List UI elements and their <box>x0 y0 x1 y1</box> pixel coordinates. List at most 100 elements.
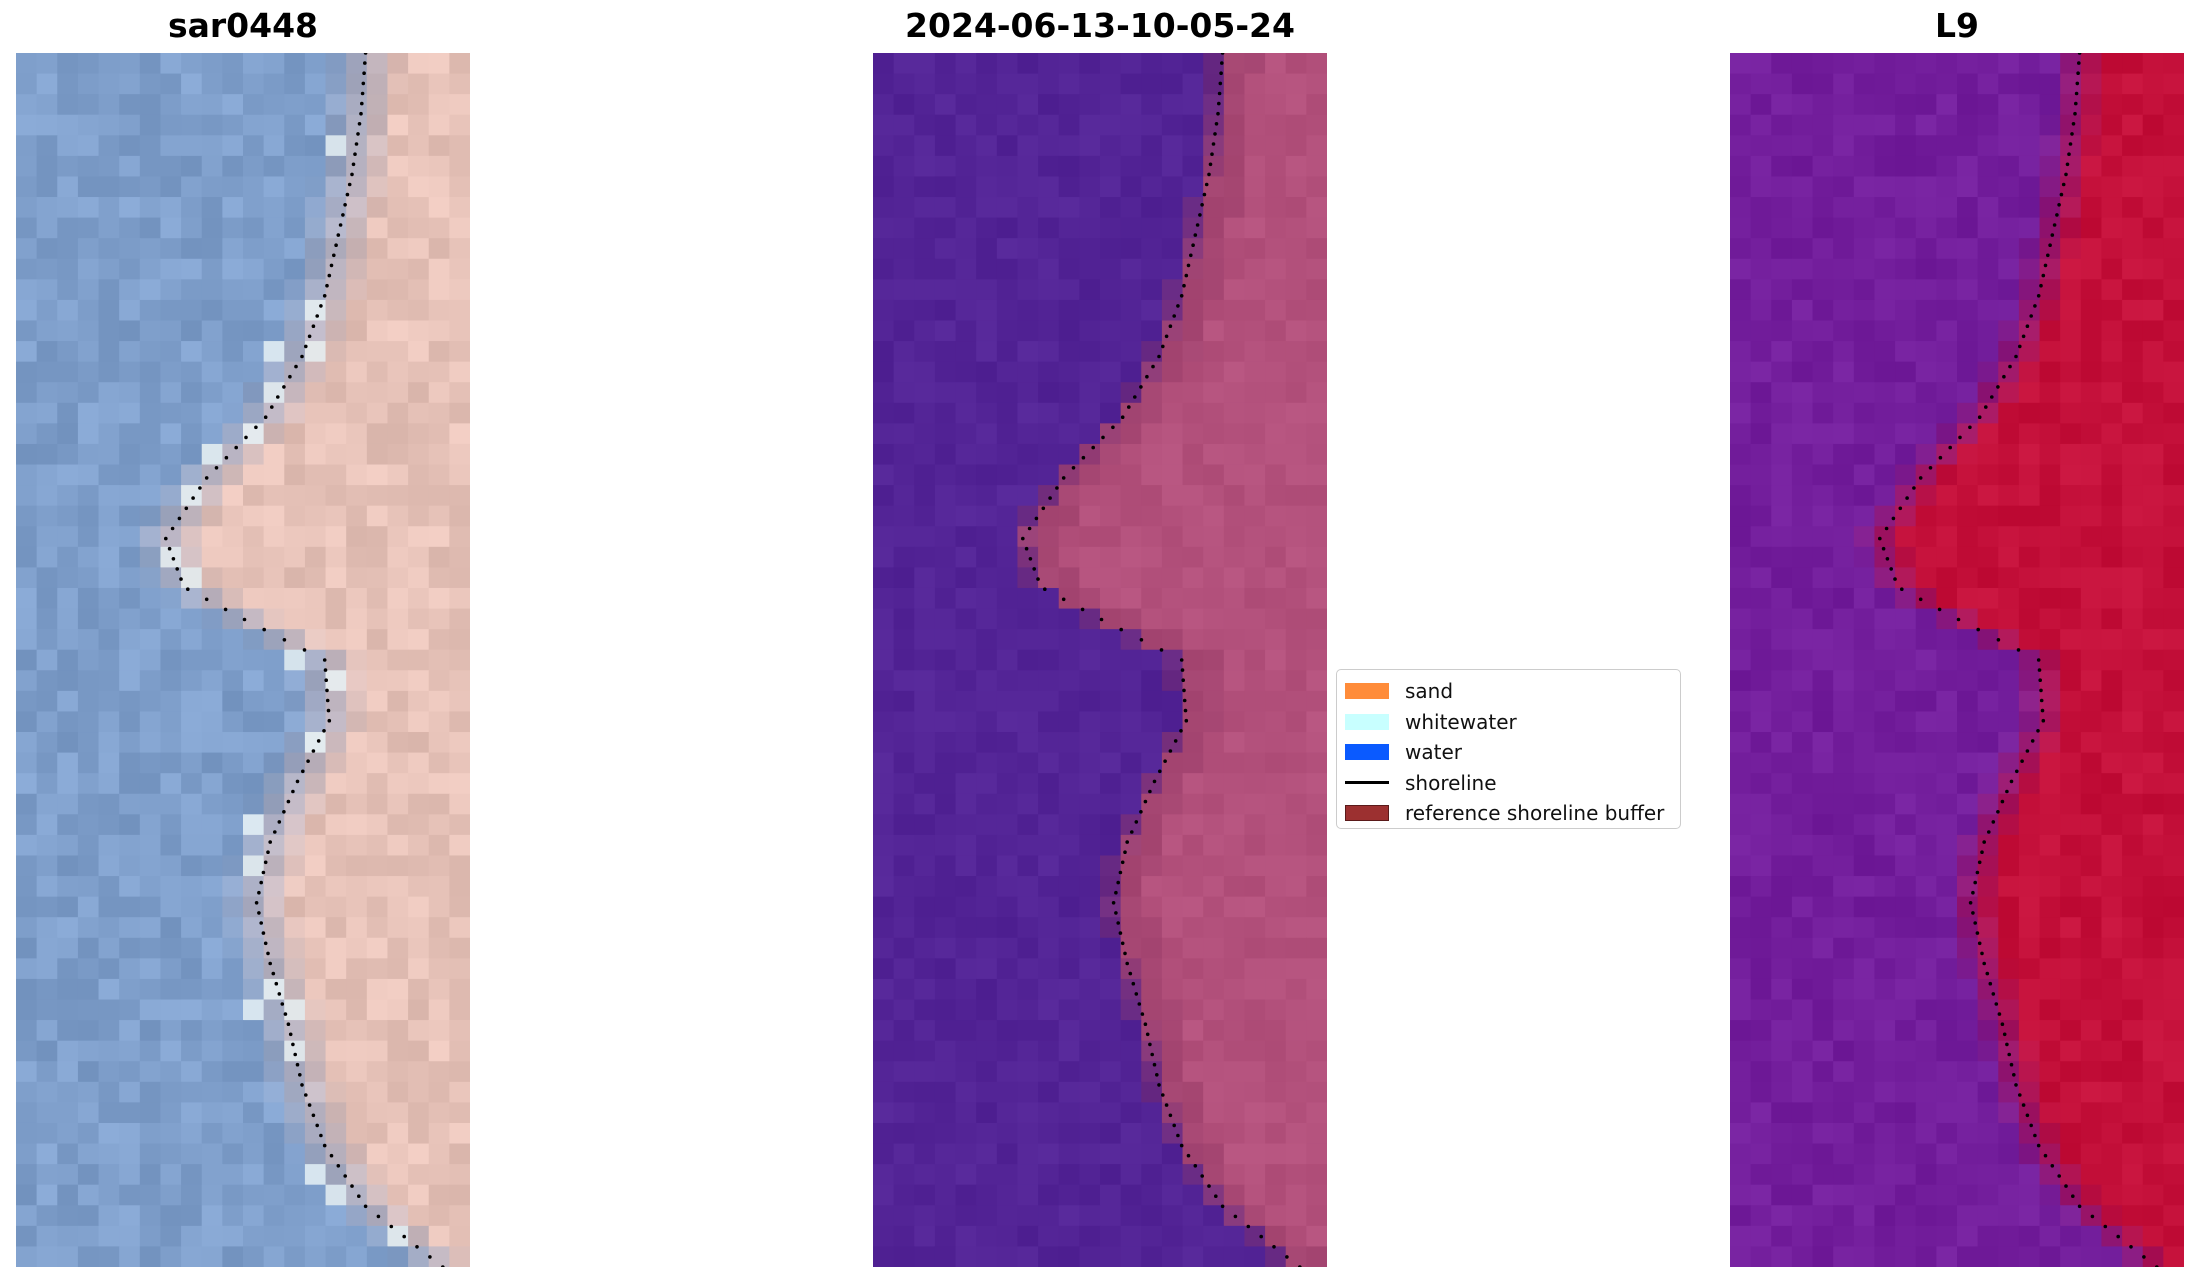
pixel-cell <box>2163 299 2184 322</box>
pixel-cell <box>1120 978 1142 1001</box>
pixel-cell <box>449 978 470 1001</box>
pixel-cell <box>2101 1205 2123 1227</box>
pixel-cell <box>2080 834 2103 857</box>
pixel-cell <box>2122 341 2144 363</box>
pixel-cell <box>1017 649 1039 671</box>
pixel-cell <box>1998 238 2020 260</box>
pixel-cell <box>366 567 389 589</box>
pixel-cell <box>98 752 120 774</box>
pixel-cell <box>160 629 182 651</box>
pixel-cell <box>325 135 347 157</box>
pixel-cell <box>893 176 915 198</box>
pixel-cell <box>1998 299 2020 322</box>
pixel-cell <box>428 711 450 733</box>
pixel-cell <box>36 814 58 836</box>
pixel-cell <box>2080 567 2103 589</box>
pixel-cell <box>387 711 409 733</box>
pixel-cell <box>2039 176 2061 198</box>
pixel-cell <box>304 238 327 260</box>
pixel-cell <box>1306 341 1327 363</box>
shoreline-point <box>327 718 332 723</box>
shoreline-point <box>2012 1073 2016 1077</box>
pixel-cell <box>1791 197 1814 219</box>
shoreline-point <box>322 1143 327 1148</box>
pixel-cell <box>1038 443 1060 466</box>
pixel-cell <box>1791 773 1814 795</box>
pixel-cell <box>1100 1081 1122 1103</box>
pixel-cell <box>1203 608 1225 630</box>
pixel-cell <box>2018 629 2041 651</box>
pixel-cell <box>1957 341 1979 363</box>
pixel-cell <box>1120 320 1142 342</box>
pixel-cell <box>1833 834 1855 857</box>
pixel-cell <box>77 423 100 445</box>
pixel-cell <box>1915 299 1937 322</box>
pixel-cell <box>222 1040 244 1062</box>
shoreline-point <box>286 1022 291 1026</box>
pixel-cell <box>2163 341 2184 363</box>
pixel-cell <box>36 217 58 239</box>
whitewater-swatch <box>1345 713 1389 730</box>
shoreline-point <box>1123 850 1127 854</box>
pixel-cell <box>1141 320 1163 342</box>
pixel-cell <box>284 978 306 1001</box>
pixel-cell <box>1161 546 1184 569</box>
pixel-cell <box>1306 587 1327 610</box>
pixel-cell <box>1079 361 1101 383</box>
pixel-cell <box>873 958 895 980</box>
pixel-cell <box>893 917 915 939</box>
pixel-cell <box>119 999 141 1021</box>
pixel-cell <box>1771 1246 1793 1267</box>
pixel-cell <box>1265 1102 1287 1124</box>
shoreline-point <box>1036 577 1040 581</box>
pixel-cell <box>1791 567 1814 589</box>
pixel-cell <box>1833 423 1855 445</box>
pixel-cell <box>346 505 368 527</box>
pixel-cell <box>1853 341 1876 363</box>
pixel-cell <box>222 917 244 939</box>
pixel-cell <box>1874 505 1896 527</box>
pixel-cell <box>304 402 327 424</box>
pixel-cell <box>976 1184 998 1206</box>
shoreline-point <box>1207 1184 1211 1188</box>
pixel-cell <box>387 135 409 157</box>
pixel-cell <box>1203 1164 1225 1186</box>
pixel-cell <box>1791 382 1814 404</box>
pixel-cell <box>222 546 244 569</box>
pixel-cell <box>119 1122 141 1145</box>
pixel-cell <box>2039 793 2061 815</box>
pixel-cell <box>57 176 79 198</box>
pixel-cell <box>1182 649 1204 671</box>
pixel-cell <box>976 546 998 569</box>
pixel-cell <box>139 73 162 95</box>
shoreline-point <box>262 627 266 632</box>
pixel-cell <box>2122 402 2144 424</box>
pixel-cell <box>98 1143 120 1165</box>
pixel-cell <box>77 382 100 404</box>
shoreline-point <box>2000 799 2005 804</box>
pixel-cell <box>1957 197 1979 219</box>
pixel-cell <box>16 711 38 733</box>
pixel-cell <box>2163 958 2184 980</box>
pixel-cell <box>1957 238 1979 260</box>
pixel-cell <box>1223 587 1246 610</box>
pixel-cell <box>1244 114 1266 136</box>
pixel-cell <box>873 896 895 918</box>
pixel-cell <box>77 711 100 733</box>
pixel-cell <box>893 670 915 692</box>
pixel-cell <box>1750 258 1772 280</box>
pixel-cell <box>119 608 141 630</box>
pixel-cell <box>2101 1164 2123 1186</box>
shoreline-point <box>291 1042 295 1047</box>
pixel-cell <box>160 1040 182 1062</box>
pixel-cell <box>98 341 120 363</box>
pixel-cell <box>1730 649 1752 671</box>
shoreline-point <box>307 334 312 339</box>
pixel-cell <box>263 629 285 651</box>
pixel-cell <box>1306 773 1327 795</box>
pixel-cell <box>201 464 223 486</box>
pixel-cell <box>1120 279 1142 301</box>
pixel-cell <box>1244 1122 1266 1145</box>
pixel-cell <box>366 1225 389 1248</box>
shoreline-point <box>2036 729 2040 733</box>
